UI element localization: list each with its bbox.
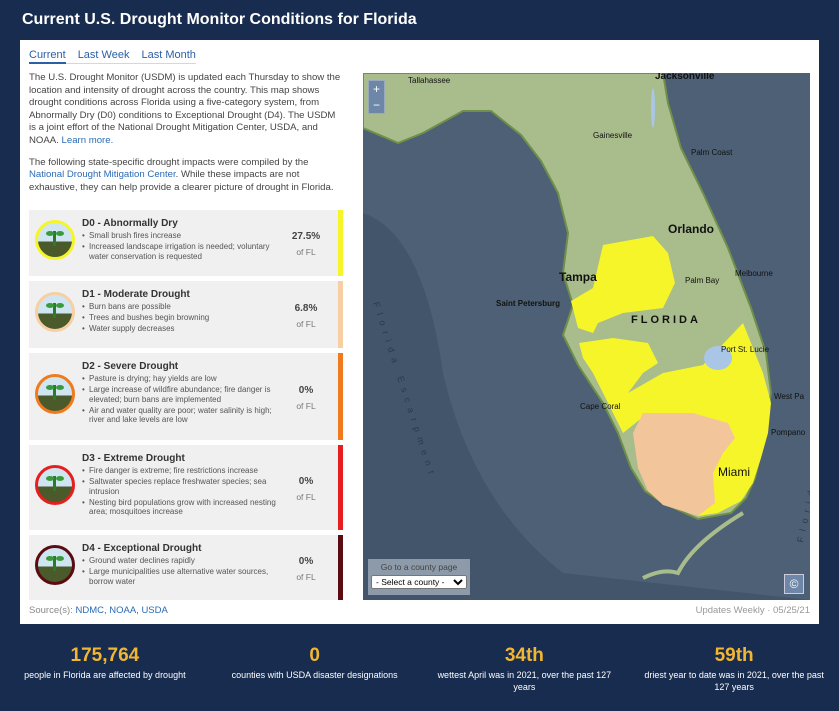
county-select[interactable]: - Select a county - <box>371 575 467 589</box>
impacts-text-end: . While these impacts are not exhaustive… <box>29 169 334 193</box>
map-label-melbourne: Melbourne <box>735 269 773 278</box>
copyright-button[interactable]: © <box>784 574 804 594</box>
level-unit: of FL <box>296 318 316 329</box>
map-label-palmcoast: Palm Coast <box>691 148 733 157</box>
level-title: D1 - Moderate Drought <box>82 289 190 300</box>
learn-more-link[interactable]: Learn more. <box>61 134 114 146</box>
level-percent: 0% <box>298 555 314 567</box>
level-percent: 6.8% <box>294 302 318 314</box>
tab-last-month[interactable]: Last Month <box>141 49 196 61</box>
map-label-orlando: Orlando <box>668 222 714 236</box>
impacts-text: The following state-specific drought imp… <box>29 156 309 168</box>
drought-panel: Current Last Week Last Month The U.S. Dr… <box>20 40 819 624</box>
zoom-out-button[interactable]: − <box>372 98 380 112</box>
source-label: Source(s): <box>29 605 73 616</box>
impact-item: Large increase of wildfire abundance; fi… <box>82 385 287 404</box>
stat-value: 0 <box>309 645 320 666</box>
map-label-tallahassee: Tallahassee <box>408 76 451 85</box>
level-unit: of FL <box>296 571 316 582</box>
impact-item: Trees and bushes begin browning <box>82 313 287 323</box>
ndmc-link[interactable]: National Drought Mitigation Center <box>29 169 176 181</box>
source-links[interactable]: NDMC, NOAA, USDA <box>75 605 168 616</box>
level-title: D3 - Extreme Drought <box>82 453 185 464</box>
drought-illustration-icon <box>35 220 75 260</box>
update-info: Updates Weekly · 05/25/21 <box>695 605 810 616</box>
stat-counties: 0 counties with USDA disaster designation… <box>210 645 420 693</box>
tab-last-week[interactable]: Last Week <box>77 49 130 61</box>
florida-map-svg: Tallahassee Jacksonville Gainesville Palm C… <box>363 73 810 600</box>
map-label-capecoral: Cape Coral <box>580 402 621 411</box>
stat-driest: 59th driest year to date was in 2021, ove… <box>629 645 839 693</box>
drought-level-d2: D2 - Severe Drought Pasture is drying; ha… <box>29 353 343 440</box>
level-unit: of FL <box>296 491 316 502</box>
stat-desc: people in Florida are affected by drough… <box>24 670 186 680</box>
impact-item: Small brush fires increase <box>82 231 287 241</box>
zoom-control: + − <box>368 80 385 114</box>
map-label-jacksonville: Jacksonville <box>655 73 715 82</box>
level-unit: of FL <box>296 400 316 411</box>
map-label-westpalm: West Pa <box>774 392 805 401</box>
county-label: Go to a county page <box>380 562 458 572</box>
impact-item: Nesting bird populations grow with incre… <box>82 498 287 517</box>
map-label-pompano: Pompano <box>771 428 806 437</box>
intro-text: The U.S. Drought Monitor (USDM) is updat… <box>29 72 341 203</box>
stat-desc: wettest April was in 2021, over the past… <box>437 670 612 692</box>
tab-current[interactable]: Current <box>29 49 66 64</box>
page-title: Current U.S. Drought Monitor Conditions … <box>22 11 417 28</box>
zoom-in-button[interactable]: + <box>372 82 380 96</box>
drought-illustration-icon <box>35 373 75 414</box>
impact-item: Saltwater species replace freshwater spe… <box>82 477 287 496</box>
stat-wettest: 34th wettest April was in 2021, over the … <box>420 645 630 693</box>
lakes <box>651 88 732 370</box>
drought-illustration-icon <box>35 544 75 585</box>
impact-item: Ground water declines rapidly <box>82 556 287 566</box>
level-unit: of FL <box>296 247 316 257</box>
level-title: D2 - Severe Drought <box>82 361 179 372</box>
impact-item: Increased landscape irrigation is needed… <box>82 242 287 261</box>
impact-item: Water supply decreases <box>82 324 287 334</box>
stat-value: 34th <box>504 645 544 666</box>
drought-level-d1: D1 - Moderate Drought Burn bans are possi… <box>29 281 343 348</box>
tab-bar: Current Last Week Last Month <box>29 49 196 64</box>
map-label-stpete: Saint Petersburg <box>496 299 560 308</box>
keys <box>642 511 745 580</box>
impact-item: Pasture is drying; hay yields are low <box>82 374 287 384</box>
d1-region <box>633 413 735 516</box>
impact-item: Air and water quality are poor; water sa… <box>82 406 287 425</box>
level-title: D4 - Exceptional Drought <box>82 543 202 554</box>
level-percent: 0% <box>298 475 314 487</box>
drought-level-d0: D0 - Abnormally Dry Small brush fires inc… <box>29 210 343 276</box>
stat-desc: counties with USDA disaster designations <box>231 670 398 680</box>
stat-value: 59th <box>714 645 754 666</box>
level-percent: 27.5% <box>291 231 321 242</box>
level-title: D0 - Abnormally Dry <box>82 218 178 229</box>
drought-illustration-icon <box>35 464 75 505</box>
source-line: Source(s): NDMC, NOAA, USDA <box>29 605 168 616</box>
level-percent: 0% <box>298 384 314 396</box>
intro-paragraph: The U.S. Drought Monitor (USDM) is updat… <box>29 72 341 146</box>
stat-desc: driest year to date was in 2021, over th… <box>644 670 824 692</box>
impact-item: Large municipalities use alternative wat… <box>82 567 287 586</box>
stat-people: 175,764 people in Florida are affected by… <box>0 645 210 693</box>
map-label-miami: Miami <box>718 465 750 479</box>
map-label-gainesville: Gainesville <box>593 131 633 140</box>
shelf <box>363 213 810 600</box>
drought-level-d4: D4 - Exceptional Drought Ground water dec… <box>29 535 343 600</box>
map-label-palmbay: Palm Bay <box>685 276 719 285</box>
map-label-portstlucie: Port St. Lucie <box>721 345 770 354</box>
map-label-florida: FLORIDA <box>631 314 701 326</box>
impact-item: Burn bans are possible <box>82 302 287 312</box>
stat-value: 175,764 <box>70 645 140 666</box>
impact-item: Fire danger is extreme; fire restriction… <box>82 466 287 476</box>
drought-level-d3: D3 - Extreme Drought Fire danger is extre… <box>29 445 343 530</box>
drought-map[interactable]: Tallahassee Jacksonville Gainesville Palm C… <box>363 73 810 600</box>
map-label-tampa: Tampa <box>559 270 597 284</box>
county-picker: Go to a county page - Select a county - <box>368 559 470 595</box>
drought-illustration-icon <box>35 291 75 332</box>
stats-bar: 175,764 people in Florida are affected by… <box>0 645 839 693</box>
